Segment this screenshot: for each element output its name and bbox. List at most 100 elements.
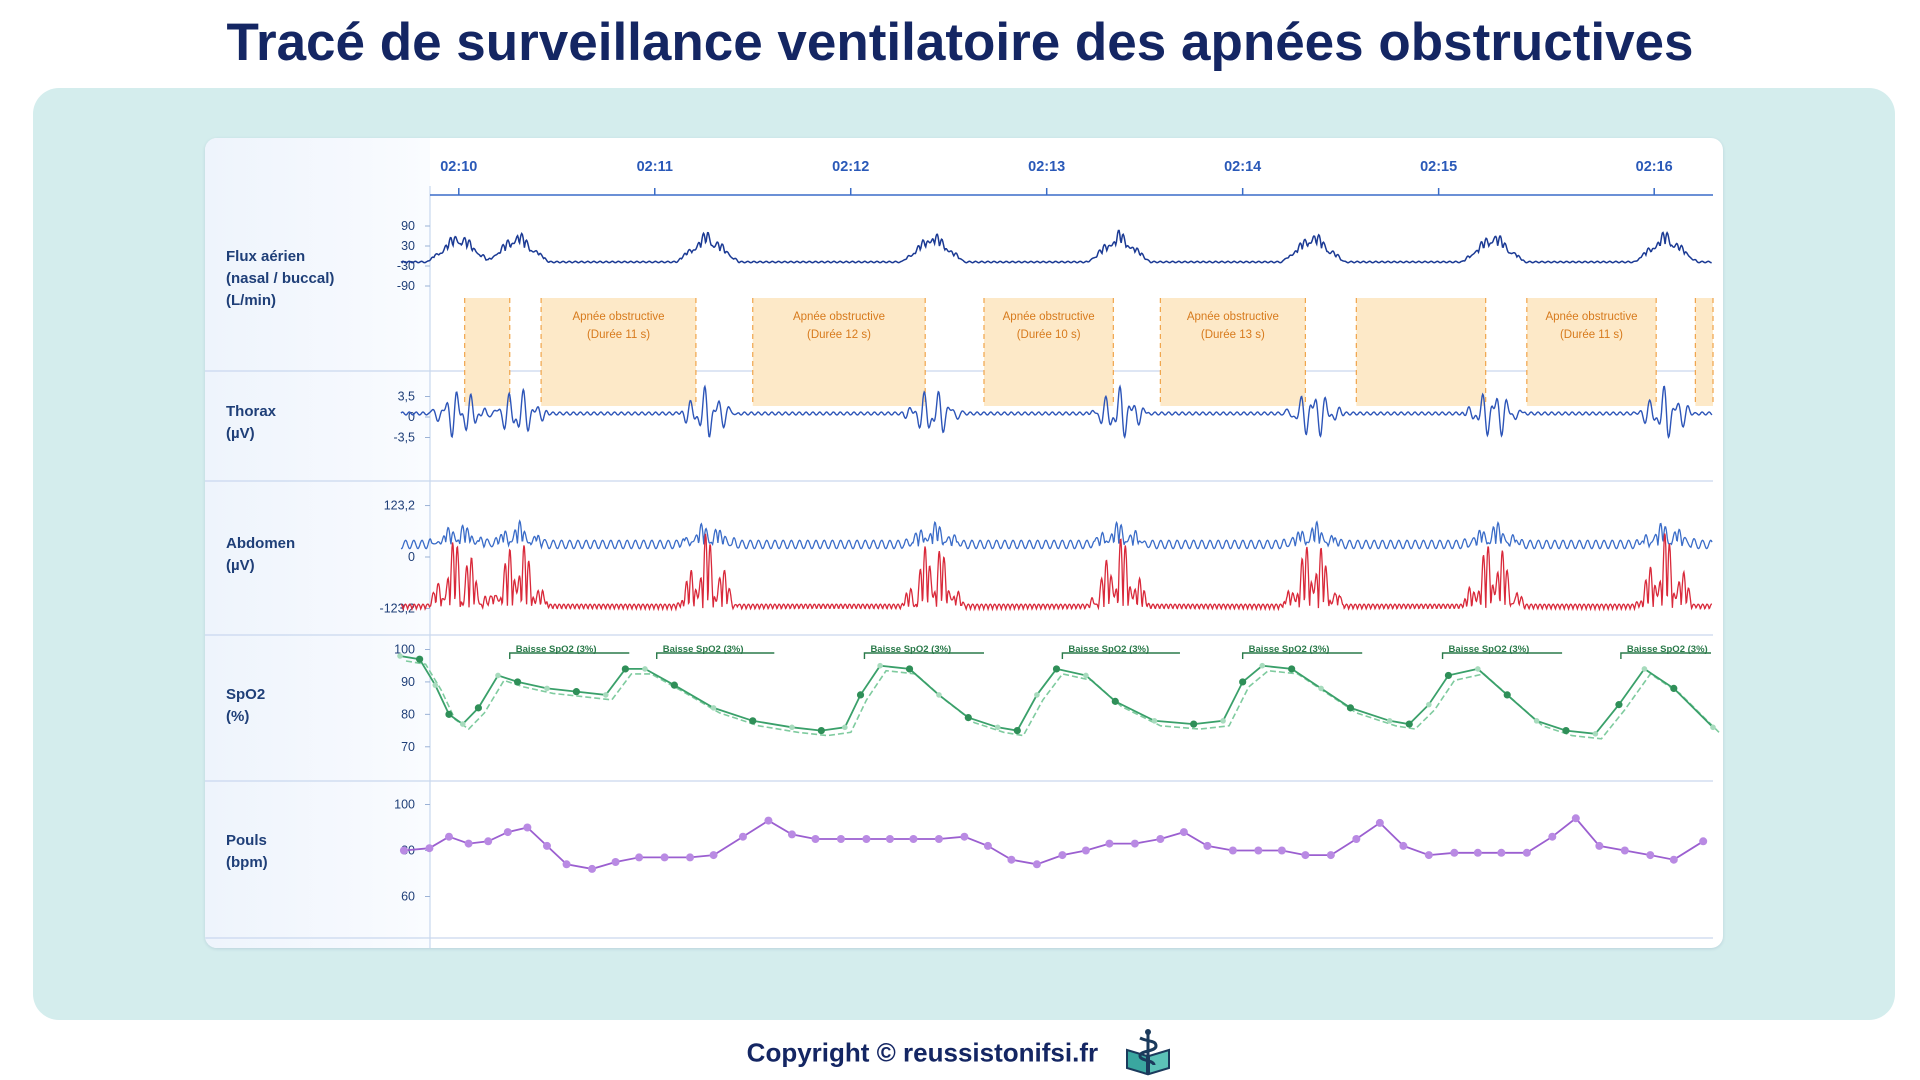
pulse-point	[1301, 851, 1310, 860]
spo2-point	[877, 662, 883, 669]
spo2-drop-bracket	[1061, 652, 1180, 659]
time-tick-label: 02:10	[440, 159, 477, 175]
apnea-label: Apnée obstructive	[572, 311, 664, 323]
spo2-point	[642, 666, 648, 672]
pulse-point	[709, 851, 718, 860]
spo2-drop-bracket	[656, 652, 775, 659]
pulse-point	[1473, 848, 1482, 857]
spo2-drop-label: Baisse SpO2 (3%)	[516, 644, 597, 655]
pulse-point	[1058, 851, 1067, 860]
spo2-point	[670, 681, 678, 689]
time-tick-label: 02:16	[1636, 159, 1673, 175]
flow-waveform	[400, 229, 1712, 264]
pulse-point	[1620, 846, 1629, 855]
pulse-point	[960, 832, 969, 841]
channel-label-flow: Flux aérien (nasal / buccal) (L/min)	[226, 248, 335, 309]
spo2-point	[1562, 726, 1570, 735]
spo2-point	[1034, 692, 1040, 698]
value-tick-label-spo2: 90	[401, 675, 415, 689]
pulse-point	[1179, 828, 1188, 837]
spo2-point	[905, 665, 914, 673]
channel-label-abdomen: Abdomen (µV)	[226, 535, 296, 574]
spo2-drop-bracket	[863, 652, 984, 659]
spo2-point	[1288, 665, 1296, 673]
apnea-label: Apnée obstructive	[1003, 311, 1095, 323]
abdomen-waveform	[400, 533, 1713, 612]
apnea-label: Apnée obstructive	[1545, 311, 1637, 323]
page-title: Tracé de surveillance ventilatoire des a…	[226, 13, 1694, 72]
spo2-point	[459, 721, 466, 727]
pulse-point	[1548, 832, 1557, 841]
pulse-point	[983, 841, 992, 850]
spo2-point	[1386, 718, 1393, 724]
spo2-point	[397, 653, 403, 659]
pulse-point	[862, 835, 871, 843]
pulse-point	[1571, 814, 1580, 823]
spo2-drop-bracket	[509, 652, 630, 659]
pulse-point	[1326, 851, 1335, 860]
pulse-point	[1032, 860, 1041, 869]
apnea-duration-label: (Durée 12 s)	[807, 329, 871, 341]
spo2-point	[936, 692, 942, 698]
value-tick-label-abdomen: 0	[408, 550, 415, 564]
apnea-box	[541, 298, 696, 406]
pulse-point	[1450, 848, 1459, 857]
value-tick-label-thorax: 0	[408, 410, 415, 424]
value-tick-label-flow: -90	[397, 279, 415, 293]
spo2-drop-label: Baisse SpO2 (3%)	[1068, 644, 1149, 655]
channel-label-column	[205, 138, 430, 948]
pulse-point	[1081, 846, 1090, 855]
spo2-point	[1052, 665, 1061, 673]
caduceus-book-icon	[1126, 1029, 1171, 1076]
time-tick-label: 02:12	[832, 159, 869, 175]
spo2-drop-label: Baisse SpO2 (3%)	[1449, 644, 1530, 655]
spo2-point	[1346, 704, 1355, 712]
pulse-point	[1277, 846, 1286, 855]
spo2-point	[1220, 718, 1226, 724]
spo2-point	[1444, 671, 1453, 680]
apnea-box	[464, 298, 510, 406]
pulse-point	[1007, 855, 1016, 864]
pulse-point	[1228, 846, 1237, 855]
spo2-point	[964, 713, 972, 722]
pulse-point	[1375, 818, 1384, 827]
spo2-point	[1592, 731, 1599, 737]
copyright-footer: Copyright © reussistonifsi.fr	[0, 1028, 1920, 1078]
spo2-point	[513, 678, 522, 686]
apnea-box	[1356, 298, 1486, 406]
pulse-point	[503, 828, 512, 837]
pulse-point	[588, 864, 597, 873]
channel-label-pulse: Pouls (bpm)	[226, 832, 268, 871]
thorax-waveform	[400, 384, 1713, 439]
pulse-point	[523, 823, 532, 832]
apnea-box	[983, 298, 1114, 406]
polygraphy-chart: 02:10 02:11 02:12 02:13 02:14 02:15 02:16 90 30 -…	[205, 159, 1720, 948]
value-tick-label-spo2: 100	[394, 642, 415, 656]
value-tick-label-pulse: 100	[394, 798, 415, 812]
spo2-point	[544, 685, 550, 692]
pulse-point	[399, 846, 408, 855]
pulse-trace	[403, 817, 1704, 870]
abdomen-effort-waveform	[400, 519, 1713, 550]
pulse-point	[1646, 851, 1655, 860]
pulse-point	[562, 860, 571, 869]
spo2-point	[1083, 672, 1089, 679]
value-tick-label-spo2: 80	[401, 707, 415, 721]
spo2-point	[474, 704, 482, 712]
time-tick-label: 02:13	[1028, 159, 1065, 175]
spo2-drop-label: Baisse SpO2 (3%)	[870, 644, 951, 655]
value-tick-label-abdomen: 123,2	[384, 499, 415, 513]
pulse-point	[1203, 841, 1212, 850]
apnea-label: Apnée obstructive	[1187, 311, 1279, 323]
apnea-duration-label: (Durée 10 s)	[1017, 329, 1081, 341]
channel-label-thorax: Thorax (µV)	[226, 403, 277, 442]
apnea-box	[1695, 298, 1713, 406]
pulse-point	[1156, 835, 1165, 843]
pulse-point	[738, 832, 747, 841]
apnea-label: Apnée obstructive	[793, 311, 885, 323]
spo2-point	[1013, 726, 1021, 735]
pulse-point	[444, 832, 453, 841]
spo2-drop-bracket	[1441, 652, 1563, 659]
pulse-point	[1669, 855, 1678, 864]
pulse-point	[1399, 841, 1408, 850]
